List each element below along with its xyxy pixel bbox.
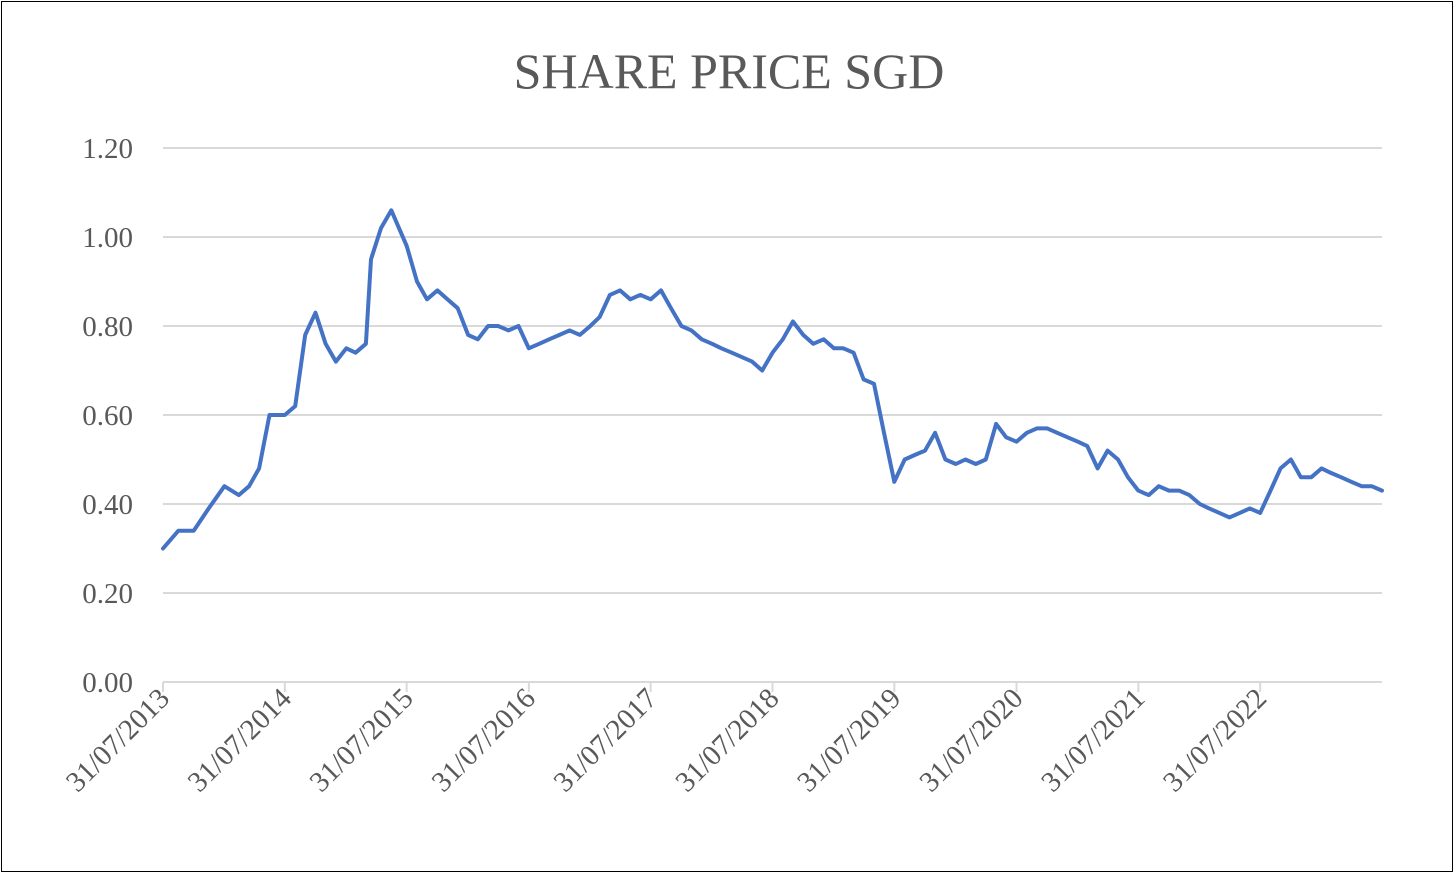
x-tick-label: 31/07/2018	[669, 682, 785, 798]
x-tick-label: 31/07/2013	[60, 682, 176, 798]
y-tick-label: 0.60	[82, 400, 133, 432]
y-tick-label: 1.20	[82, 133, 133, 165]
y-tick-label: 0.80	[82, 311, 133, 343]
x-tick-label: 31/07/2017	[548, 682, 664, 798]
y-tick-label: 0.20	[82, 578, 133, 610]
x-tick-label: 31/07/2019	[791, 682, 907, 798]
x-tick-label: 31/07/2021	[1035, 682, 1151, 798]
share-price-line	[161, 208, 1384, 551]
x-tick-label: 31/07/2016	[426, 682, 542, 798]
y-tick-label: 0.00	[82, 667, 133, 699]
chart-title: SHARE PRICE SGD	[514, 43, 945, 99]
y-tick-label: 1.00	[82, 222, 133, 254]
y-tick-label: 0.40	[82, 489, 133, 521]
x-tick-label: 31/07/2015	[304, 682, 420, 798]
x-tick-label: 31/07/2022	[1157, 682, 1273, 798]
x-tick-label: 31/07/2014	[182, 682, 298, 798]
x-tick-label: 31/07/2020	[913, 682, 1029, 798]
